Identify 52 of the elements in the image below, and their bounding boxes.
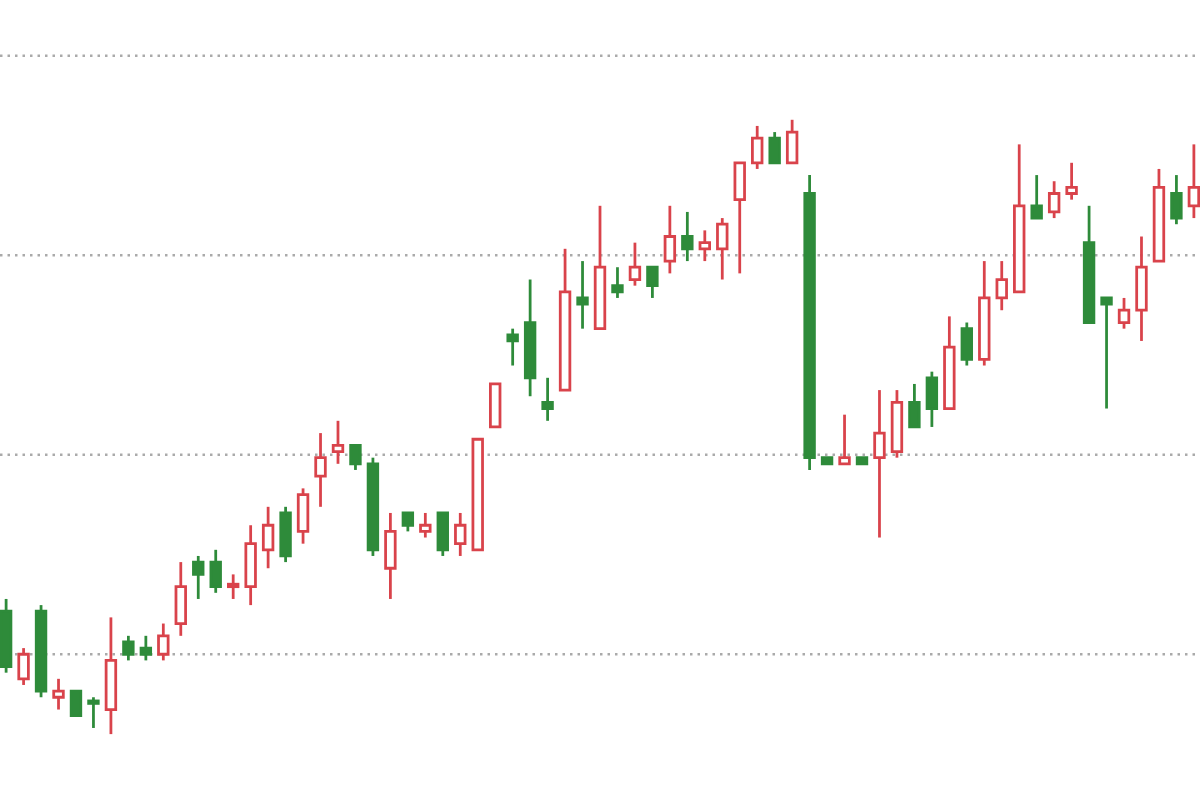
candlestick [122,634,135,662]
candlestick [1100,296,1113,410]
candlestick [1047,179,1061,220]
candlestick [436,511,449,558]
candlestick [349,443,362,472]
candlestick [1135,235,1148,343]
candlestick [873,388,886,539]
candlestick [716,216,729,281]
candlestick [541,376,554,423]
candlestick [69,689,83,718]
candlestick [52,677,65,711]
candlestick [960,321,974,367]
candlestick [454,511,467,558]
candlestick [157,622,170,662]
candlestick [908,382,921,429]
candlestick [611,265,624,300]
candlestick [785,118,799,165]
candlestick [751,124,764,171]
candlestick [698,228,711,263]
candlestick [1117,296,1131,331]
candlestick [576,259,589,331]
candlestick [279,505,292,564]
candlestick [174,560,187,638]
candlestick [261,505,275,570]
candlestick [226,573,240,601]
candlestick [489,382,502,429]
candlestick [681,210,694,263]
candlestick [663,204,677,275]
candlestick [733,161,746,275]
candlestick [296,486,310,546]
candlestick [628,241,642,288]
candlestick [419,511,432,539]
candlestick [1187,142,1200,220]
candlestick [506,327,519,367]
candlestick [314,431,327,509]
candlestick [17,646,30,687]
candlestick [925,370,939,429]
candlestick [838,413,851,466]
candlestick [209,548,222,595]
candlestick [244,523,257,607]
candlestick [1030,173,1043,220]
candlestick [401,511,415,533]
candlestick [384,511,397,601]
candlestick [139,634,153,662]
candlestick [995,259,1008,312]
candlestick [87,695,100,730]
candlestick [646,265,659,300]
candlestick [192,554,205,601]
candlestick [331,419,345,466]
candlestick [768,130,781,165]
candlestick [1065,161,1078,202]
candlestick [1170,173,1183,226]
